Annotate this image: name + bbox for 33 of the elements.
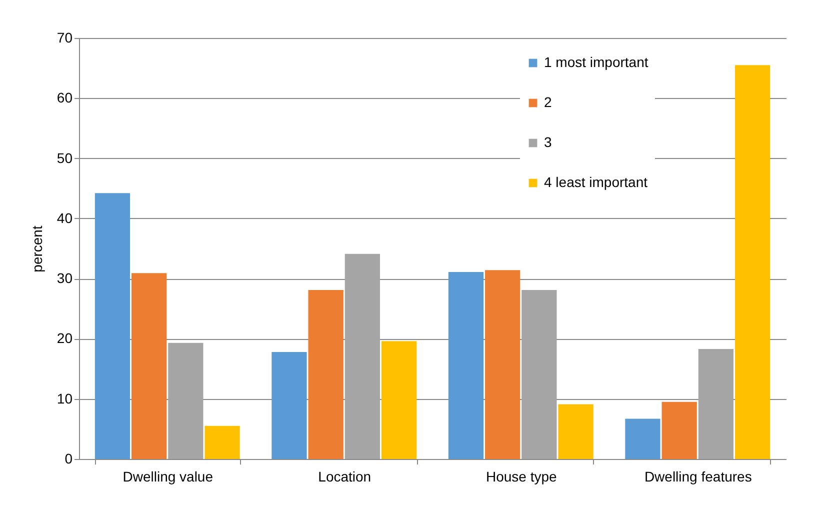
bar [448,272,484,459]
bar [734,65,770,459]
x-tick-label: House type [486,468,557,484]
x-tick-label: Dwelling features [644,468,752,484]
legend-label: 1 most important [544,54,648,70]
bar [168,342,204,459]
bar [94,193,130,459]
y-tick-label: 70 [56,30,73,46]
legend-label: 3 [544,134,552,150]
bar [132,273,167,459]
bar [381,341,417,459]
y-tick-label: 50 [56,150,73,166]
bar [662,402,697,459]
y-tick-label: 10 [56,390,73,406]
bar [344,254,380,459]
bar [204,426,240,459]
bar [558,404,594,459]
y-tick-label: 30 [56,270,73,286]
bar [308,290,344,459]
y-tick-label: 60 [56,90,73,106]
y-tick-label: 20 [56,330,73,346]
x-tick-label: Location [318,468,372,484]
y-tick-label: 40 [56,210,73,226]
bar [522,290,557,459]
y-tick-label: 0 [64,450,73,466]
legend-label: 2 [544,94,552,110]
bar [698,348,734,459]
y-axis-title: percent [28,226,45,272]
legend-label: 4 least important [544,174,648,190]
bar [625,418,660,459]
x-tick-label: Dwelling value [122,468,214,484]
bar [485,270,520,459]
bar [272,352,307,459]
